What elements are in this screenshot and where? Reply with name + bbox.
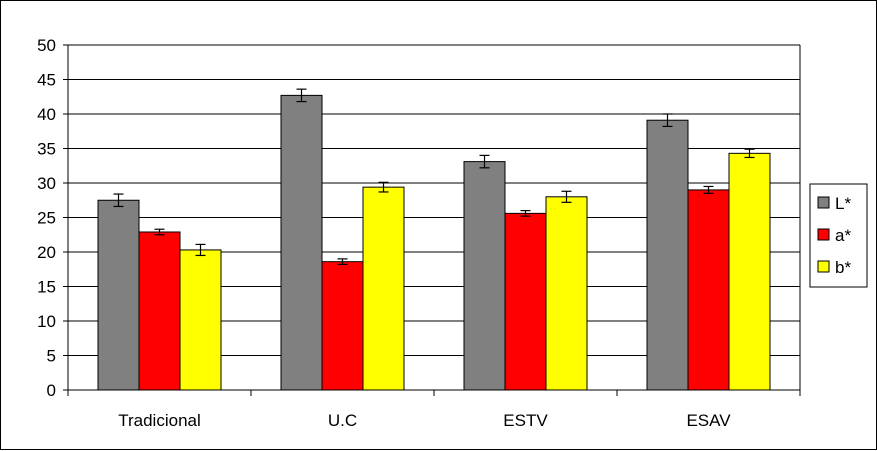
x-tick-label: ESTV: [503, 411, 548, 430]
y-tick-label: 10: [37, 312, 56, 331]
bar-L-uc: [280, 94, 323, 391]
y-tick-label: 25: [37, 209, 56, 228]
legend-swatch: [817, 196, 830, 209]
bar-b-uc: [362, 186, 405, 391]
x-tick-label: Tradicional: [118, 411, 201, 430]
y-tick-label: 15: [37, 278, 56, 297]
y-tick-label: 5: [47, 347, 56, 366]
y-tick-label: 35: [37, 140, 56, 159]
legend-swatch: [817, 260, 830, 273]
legend-label: L*: [835, 194, 851, 213]
bar-a-uc: [321, 261, 364, 391]
legend-label: b*: [835, 258, 851, 277]
bar-L-tradicional: [97, 199, 140, 391]
bar-a-tradicional: [138, 231, 181, 391]
y-axis-ticks: 0 5 10 15 20 25 30 35 40 45 50: [37, 36, 56, 400]
x-tick-label: ESAV: [686, 411, 731, 430]
y-tick-label: 45: [37, 71, 56, 90]
bar-L-estv: [463, 161, 506, 391]
bar-L-esav: [646, 119, 689, 391]
y-tick-label: 30: [37, 174, 56, 193]
legend: L* a* b*: [809, 183, 868, 288]
error-bars: [113, 88, 755, 266]
axes: [63, 44, 801, 396]
bar-b-esav: [728, 152, 771, 391]
y-tick-label: 20: [37, 243, 56, 262]
x-tick-label: U.C: [328, 411, 357, 430]
bar-b-tradicional: [179, 249, 222, 391]
bar-b-estv: [545, 196, 588, 391]
bar-a-esav: [687, 189, 730, 391]
bars: [97, 94, 771, 391]
legend-label: a*: [835, 226, 851, 245]
legend-swatch: [817, 228, 830, 241]
y-tick-label: 40: [37, 105, 56, 124]
x-axis-ticks: Tradicional U.C ESTV ESAV: [118, 411, 731, 430]
y-tick-label: 50: [37, 36, 56, 55]
bar-a-estv: [504, 212, 547, 391]
y-tick-label: 0: [47, 381, 56, 400]
